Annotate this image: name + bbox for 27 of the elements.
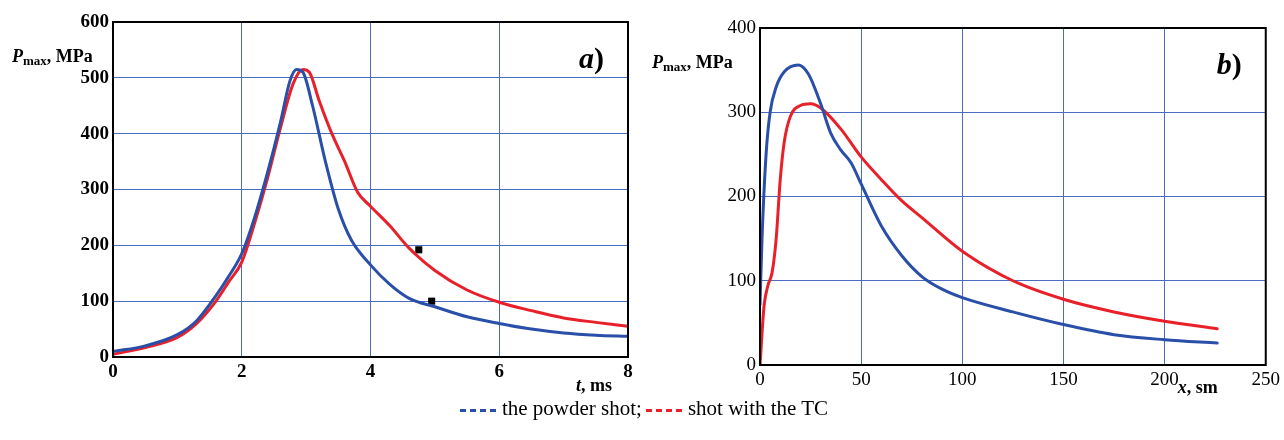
line-series — [760, 63, 1219, 345]
y-tick-label: 200 — [727, 184, 756, 206]
y-tick-label: 300 — [727, 100, 756, 122]
annotation: b) — [1216, 47, 1242, 81]
y-tick-label: 400 — [80, 121, 109, 143]
y-tick-label: 300 — [80, 177, 109, 199]
annotation: a) — [579, 41, 605, 75]
y-tick-label: 200 — [80, 233, 109, 255]
line-series — [760, 102, 1219, 365]
y-tick-label: 400 — [727, 15, 756, 37]
x-tick-label: 250 — [1251, 368, 1280, 390]
x-tick-label: 50 — [851, 368, 871, 390]
y-tick-label: 100 — [80, 289, 109, 311]
y-tick-label: 0 — [99, 344, 109, 366]
x-tick-label: 4 — [365, 360, 376, 382]
legend-label: the powder shot; — [501, 396, 642, 420]
y-tick-label: 100 — [727, 268, 756, 290]
x-axis-title: t, ms — [576, 375, 612, 395]
x-tick-label: 200 — [1150, 368, 1179, 390]
x-tick-label: 150 — [1049, 368, 1078, 390]
x-tick-label: 2 — [237, 360, 247, 382]
legend-label: shot with the TC — [687, 396, 829, 420]
y-tick-label: 500 — [80, 65, 109, 87]
x-tick-label: 8 — [623, 360, 633, 382]
y-tick-label: 600 — [80, 9, 109, 31]
x-tick-label: 6 — [494, 360, 504, 382]
x-tick-label: 100 — [948, 368, 977, 390]
